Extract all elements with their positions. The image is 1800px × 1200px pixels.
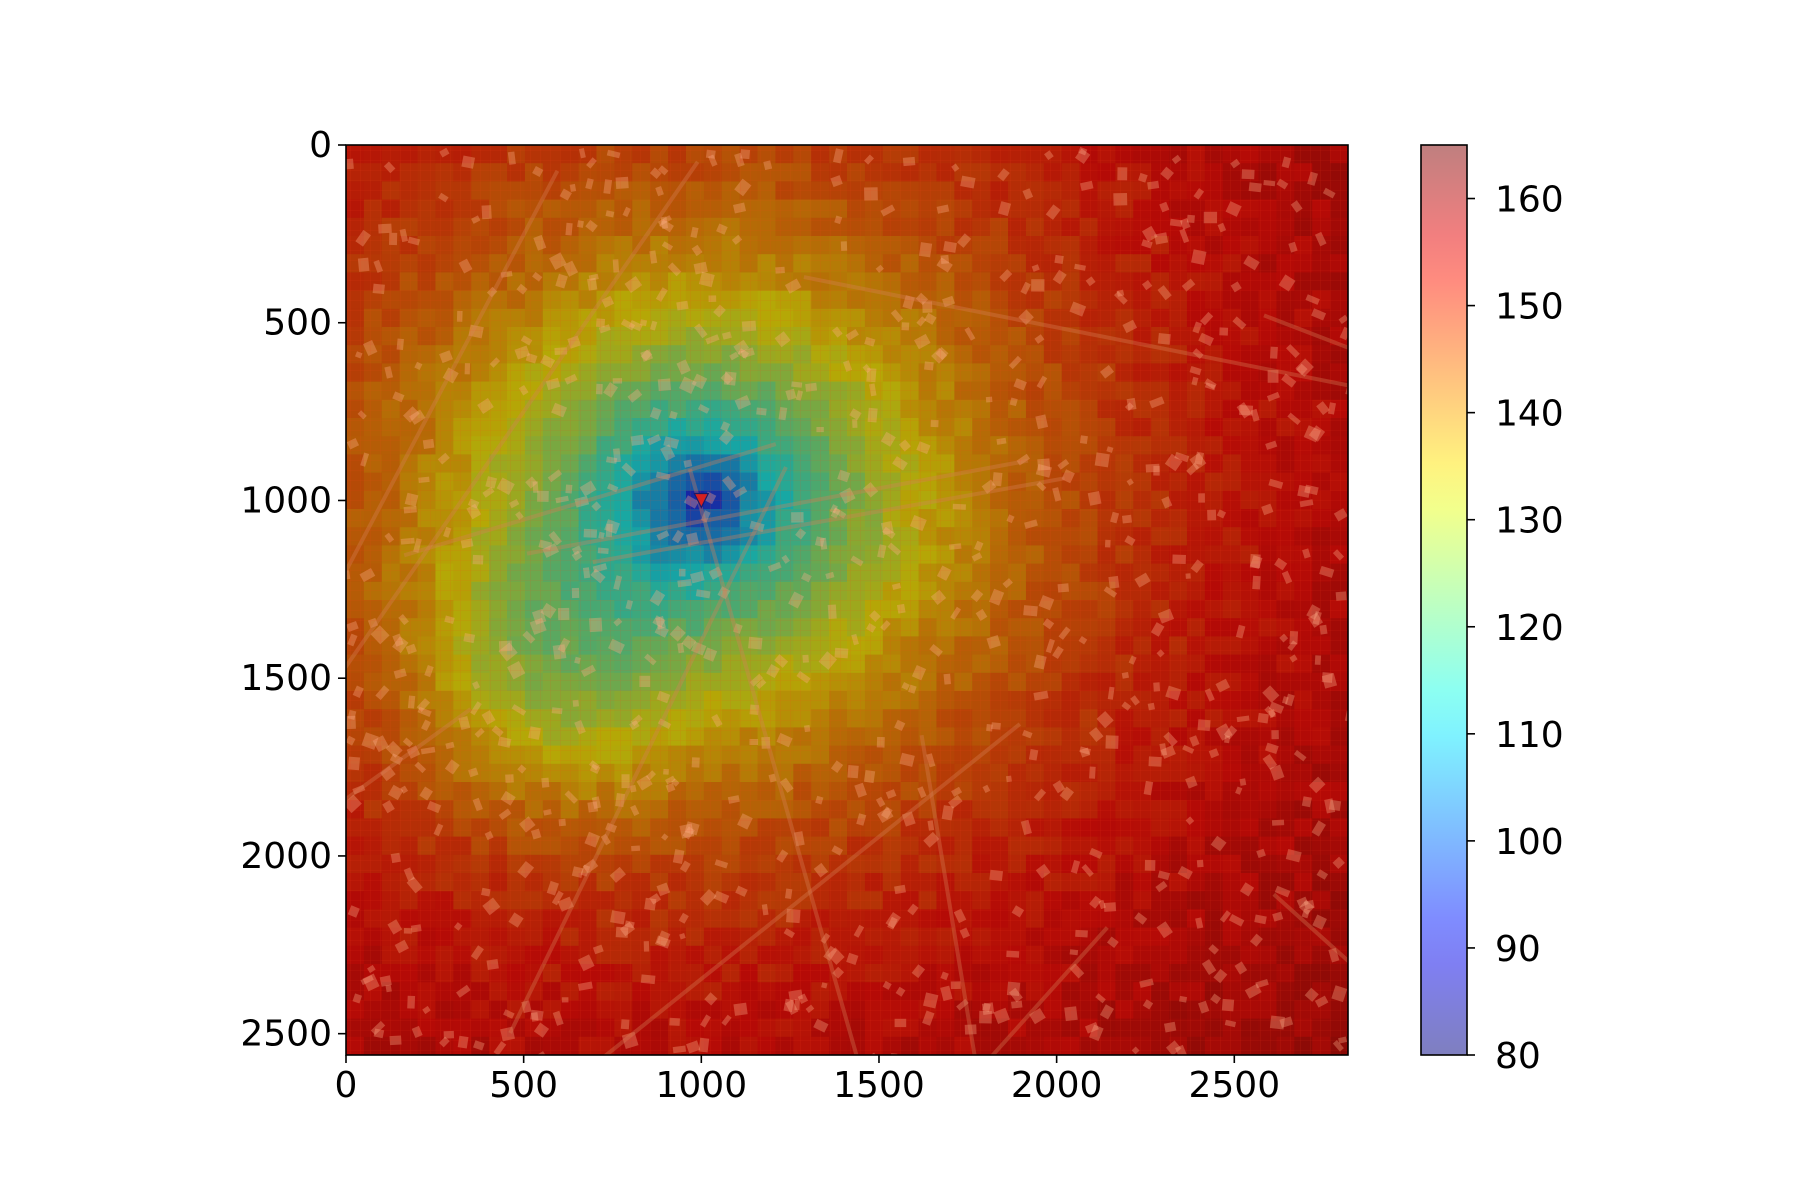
- y-tick-label: 1500: [240, 658, 332, 699]
- transmitter-marker: [693, 492, 710, 509]
- x-tick-label: 1500: [833, 1065, 925, 1106]
- colorbar-bar: [1421, 145, 1467, 1055]
- x-axis: 0 500 1000 1500 2000 2500: [335, 1055, 1280, 1106]
- y-tick-label: 500: [263, 303, 332, 344]
- x-tick-label: 2500: [1188, 1065, 1280, 1106]
- colorbar: 80 90 100 110 120 130 140 150 160: [1420, 144, 1564, 1077]
- plot-area: [346, 145, 1348, 1055]
- colorbar-ticks: 80 90 100 110 120 130 140 150 160: [1467, 180, 1564, 1077]
- x-tick-label: 500: [489, 1065, 558, 1106]
- colorbar-tick-label: 80: [1495, 1036, 1541, 1077]
- colorbar-tick-label: 120: [1495, 608, 1564, 649]
- marker-layer: [693, 492, 710, 509]
- colorbar-tick-label: 160: [1495, 180, 1564, 221]
- y-tick-label: 1000: [240, 480, 332, 521]
- x-tick-label: 2000: [1011, 1065, 1103, 1106]
- colorbar-tick-label: 110: [1495, 715, 1564, 756]
- x-tick-label: 1000: [656, 1065, 748, 1106]
- x-tick-label: 0: [335, 1065, 358, 1106]
- colorbar-tick-label: 90: [1495, 929, 1541, 970]
- colorbar-tick-label: 150: [1495, 287, 1564, 328]
- colorbar-tick-label: 140: [1495, 394, 1564, 435]
- colorbar-tick-label: 100: [1495, 822, 1564, 863]
- y-axis: 0 500 1000 1500 2000 2500: [240, 125, 346, 1055]
- y-tick-label: 2000: [240, 836, 332, 877]
- plot-frame: [345, 144, 1349, 1056]
- y-tick-label: 0: [309, 125, 332, 166]
- colorbar-frame: [1420, 144, 1468, 1056]
- y-tick-label: 2500: [240, 1014, 332, 1055]
- colorbar-tick-label: 130: [1495, 501, 1564, 542]
- grid-overlay: [346, 145, 1348, 1055]
